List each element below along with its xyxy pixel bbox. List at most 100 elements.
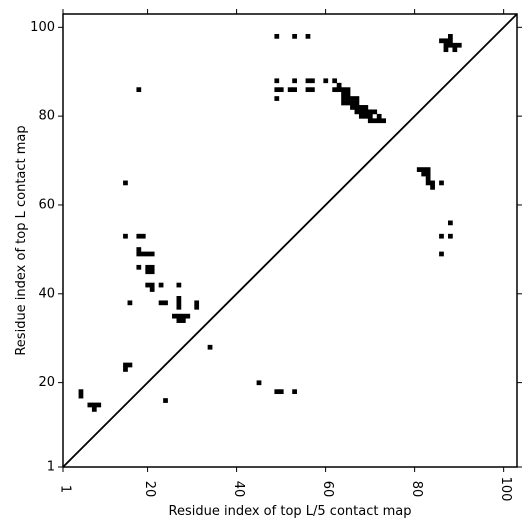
contact-point bbox=[256, 380, 262, 386]
contact-point bbox=[354, 100, 360, 106]
contact-point bbox=[372, 118, 378, 124]
x-axis-ticks: 1 20 40 60 80 100 bbox=[58, 9, 513, 501]
contact-point bbox=[96, 402, 102, 408]
plot-frame bbox=[62, 13, 518, 468]
contact-point bbox=[176, 282, 182, 288]
contact-point bbox=[78, 393, 84, 399]
contact-point bbox=[149, 264, 155, 270]
points-layer bbox=[78, 33, 462, 412]
x-tick-label: 40 bbox=[231, 481, 246, 498]
contact-point bbox=[310, 78, 315, 84]
contact-point bbox=[136, 233, 142, 239]
y-axis-label: Residue index of top L contact map bbox=[14, 125, 29, 355]
contact-point bbox=[145, 282, 151, 288]
contact-point bbox=[149, 282, 155, 288]
contact-point bbox=[430, 184, 435, 190]
contact-point bbox=[448, 38, 453, 44]
contact-point bbox=[367, 113, 373, 119]
x-tick-label: 80 bbox=[409, 481, 424, 498]
contact-point bbox=[448, 42, 453, 48]
contact-point bbox=[176, 313, 182, 319]
contact-point bbox=[287, 87, 293, 93]
contact-point bbox=[354, 109, 360, 115]
contact-point bbox=[425, 171, 431, 177]
contact-point bbox=[158, 300, 164, 306]
contact-point bbox=[341, 87, 346, 93]
contact-point bbox=[452, 47, 458, 53]
y-tick-label: 20 bbox=[38, 375, 55, 390]
contact-point bbox=[176, 296, 182, 301]
contact-point bbox=[185, 313, 191, 319]
contact-point bbox=[443, 38, 449, 44]
contact-point bbox=[176, 304, 182, 310]
contact-point bbox=[354, 96, 360, 101]
contact-point bbox=[341, 91, 346, 97]
contact-point bbox=[345, 100, 351, 106]
contact-point bbox=[354, 105, 360, 110]
contact-point bbox=[376, 118, 382, 124]
contact-point bbox=[363, 105, 369, 110]
contact-point bbox=[136, 251, 142, 257]
contact-point bbox=[425, 167, 431, 172]
contact-point bbox=[123, 362, 128, 368]
contact-point bbox=[363, 113, 369, 119]
contact-point bbox=[136, 87, 142, 93]
contact-point bbox=[336, 82, 342, 88]
contact-point bbox=[140, 251, 146, 257]
contact-point bbox=[145, 269, 151, 275]
contact-point bbox=[136, 247, 142, 252]
contact-point bbox=[448, 220, 453, 226]
contact-point bbox=[305, 87, 311, 93]
contact-point bbox=[350, 96, 355, 101]
diagonal-line bbox=[62, 13, 518, 468]
contact-point bbox=[358, 105, 364, 110]
contact-point bbox=[274, 78, 280, 84]
contact-point bbox=[123, 233, 128, 239]
contact-point bbox=[350, 100, 355, 106]
contact-point bbox=[345, 96, 351, 101]
y-tick-label: 80 bbox=[38, 109, 55, 124]
contact-point bbox=[439, 233, 444, 239]
contact-point bbox=[448, 33, 453, 39]
contact-point bbox=[367, 109, 373, 115]
contact-point bbox=[158, 282, 164, 288]
contact-point bbox=[305, 33, 311, 39]
x-tick-label: 60 bbox=[320, 481, 335, 498]
contact-point bbox=[87, 402, 93, 408]
contact-point bbox=[274, 96, 280, 101]
contact-point bbox=[443, 42, 449, 48]
contact-point bbox=[163, 398, 168, 403]
contact-point bbox=[341, 100, 346, 106]
contact-point bbox=[176, 300, 182, 306]
contact-point bbox=[292, 78, 297, 84]
contact-point bbox=[452, 42, 458, 48]
contact-point bbox=[421, 171, 427, 177]
contact-point bbox=[345, 87, 351, 93]
contact-point bbox=[136, 264, 142, 270]
contact-point bbox=[123, 367, 128, 372]
y-tick-label: 1 bbox=[47, 460, 55, 475]
contact-point bbox=[448, 233, 453, 239]
x-tick-label: 1 bbox=[58, 485, 73, 493]
contact-point bbox=[430, 180, 435, 186]
contact-point bbox=[439, 38, 444, 44]
contact-point bbox=[439, 251, 444, 257]
contact-point bbox=[91, 402, 97, 408]
contact-point bbox=[425, 180, 431, 186]
contact-point bbox=[91, 407, 97, 412]
contact-point bbox=[140, 233, 146, 239]
contact-point bbox=[278, 87, 284, 93]
contact-point bbox=[332, 87, 338, 93]
contact-point bbox=[145, 264, 151, 270]
contact-point bbox=[176, 318, 182, 323]
contact-point bbox=[376, 113, 382, 119]
contact-point bbox=[163, 300, 168, 306]
contact-point bbox=[278, 389, 284, 395]
contact-point bbox=[310, 87, 315, 93]
contact-point bbox=[127, 300, 133, 306]
contact-point bbox=[421, 167, 427, 172]
contact-point bbox=[78, 389, 84, 395]
contact-point bbox=[127, 362, 133, 368]
contact-point bbox=[358, 109, 364, 115]
